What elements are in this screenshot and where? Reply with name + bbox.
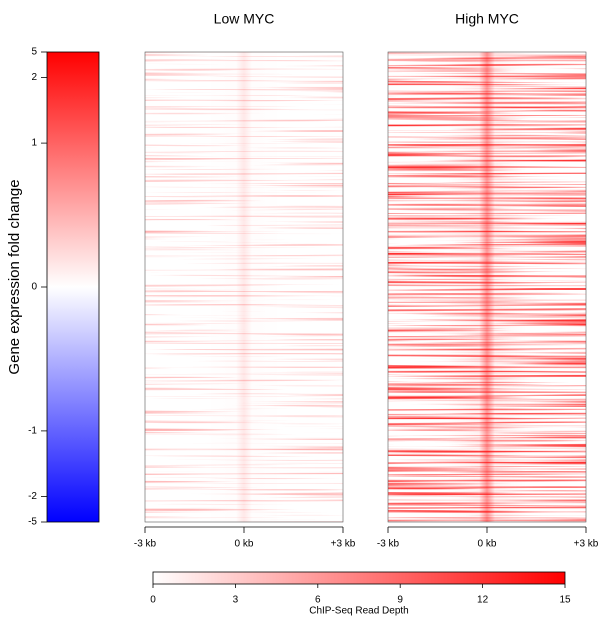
y-tick-label: -2 — [28, 491, 37, 502]
panel-title: Low MYC — [214, 11, 275, 27]
y-tick-label: 5 — [31, 47, 37, 58]
x-tick-label: 0 kb — [235, 539, 254, 550]
x-tick-label: +3 kb — [331, 539, 356, 550]
x-tick-label: -3 kb — [377, 539, 400, 550]
x-tick-label: 6 — [315, 595, 321, 606]
heatmap-center — [204, 52, 284, 522]
heatmap-frame — [387, 51, 587, 523]
x-tick-label: 12 — [477, 595, 489, 606]
y-tick-label: -1 — [28, 426, 37, 437]
axis-label: ChIP-Seq Read Depth — [309, 606, 409, 617]
x-tick-label: 3 — [233, 595, 239, 606]
axis-label: Gene expression fold change — [6, 179, 23, 374]
y-tick-label: 1 — [31, 138, 37, 149]
y-tick-label: -5 — [28, 517, 37, 528]
x-tick-label: -3 kb — [134, 539, 157, 550]
x-tick-label: 0 — [150, 595, 156, 606]
x-tick-label: 0 kb — [478, 539, 497, 550]
heatmap-frame — [144, 51, 344, 523]
y-tick-label: 2 — [31, 72, 37, 83]
x-tick-label: 15 — [559, 595, 571, 606]
y-tick-label: 0 — [31, 282, 37, 293]
panel-title: High MYC — [455, 11, 519, 27]
x-tick-label: 9 — [397, 595, 403, 606]
row-colorbar — [46, 51, 100, 523]
value-colorbar — [152, 571, 566, 585]
heatmap-center — [447, 52, 527, 522]
x-tick-label: +3 kb — [574, 539, 599, 550]
